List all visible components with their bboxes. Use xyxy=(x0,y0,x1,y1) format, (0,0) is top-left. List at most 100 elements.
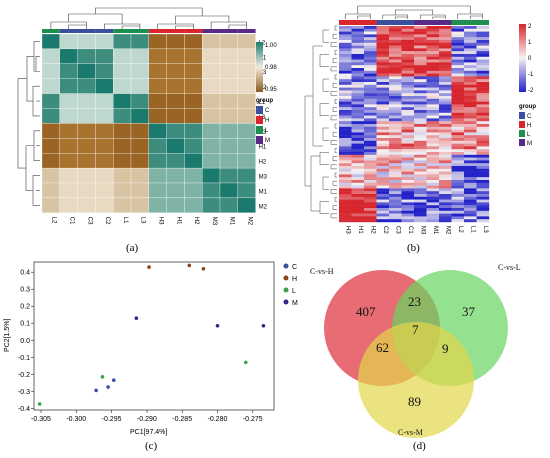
heatmap-cell xyxy=(464,216,477,220)
heatmap-cell xyxy=(426,68,440,71)
heatmap-cell xyxy=(401,96,415,99)
heatmap-cell xyxy=(376,93,390,97)
heatmap-cell xyxy=(376,160,390,164)
heatmap-cell xyxy=(426,149,440,153)
heatmap-cell xyxy=(351,42,365,46)
heatmap-cell xyxy=(426,177,440,181)
heatmap-cell xyxy=(351,216,365,220)
legend-marker xyxy=(283,275,289,281)
heatmap-cell xyxy=(77,78,96,94)
heatmap-cell xyxy=(376,216,390,220)
heatmap-cell xyxy=(339,152,352,155)
heatmap-cell xyxy=(464,118,477,122)
heatmap-cell xyxy=(414,73,427,77)
heatmap-cell xyxy=(439,188,452,192)
heatmap-cell xyxy=(113,33,132,50)
heatmap-cell xyxy=(339,126,352,130)
x-tick-label: -0.275 xyxy=(243,416,263,423)
heatmap-cell xyxy=(351,146,365,150)
heatmap-cell xyxy=(439,124,452,127)
group-bar-segment xyxy=(220,29,238,33)
heatmap-cell xyxy=(351,168,365,172)
heatmap-cell xyxy=(95,138,114,154)
heatmap-cell xyxy=(451,188,465,192)
heatmap-cell xyxy=(219,197,238,213)
heatmap-cell xyxy=(451,40,465,43)
scatter-point-l xyxy=(100,375,105,379)
heatmap-cell xyxy=(376,76,390,80)
heatmap-cell xyxy=(364,132,377,136)
heatmap-cell xyxy=(426,76,440,80)
heatmap-cell xyxy=(148,108,167,124)
heatmap-cell xyxy=(401,154,415,158)
heatmap-cell xyxy=(113,167,132,184)
heatmap-cell xyxy=(451,93,465,97)
heatmap-cell xyxy=(401,112,415,116)
heatmap-cell xyxy=(364,107,377,111)
heatmap-cell xyxy=(439,59,452,63)
heatmap-cell xyxy=(41,197,60,213)
dendrogram-branch xyxy=(68,13,123,24)
heatmap-cell xyxy=(476,199,490,203)
heatmap-cell xyxy=(414,124,427,127)
heatmap-cell xyxy=(426,31,440,35)
heatmap-cell xyxy=(376,174,390,178)
heatmap-cell xyxy=(351,48,365,52)
heatmap-cell xyxy=(476,107,490,111)
heatmap-cell xyxy=(389,98,402,102)
heatmap-cell xyxy=(364,124,377,127)
row-label: M3 xyxy=(259,175,268,181)
heatmap-cell xyxy=(389,96,402,99)
heatmap-cell xyxy=(339,194,352,197)
heatmap-cell xyxy=(451,205,465,209)
heatmap-cell xyxy=(464,87,477,91)
legend-label: M xyxy=(527,141,532,147)
heatmap-cell xyxy=(401,138,415,141)
heatmap-cell xyxy=(414,180,427,183)
heatmap-cell xyxy=(389,76,402,80)
heatmap-cell xyxy=(59,167,78,184)
heatmap-cell xyxy=(439,216,452,220)
heatmap-cell xyxy=(95,78,114,94)
heatmap-cell xyxy=(476,157,490,161)
heatmap-cell xyxy=(464,68,477,71)
heatmap-cell xyxy=(464,210,477,214)
heatmap-cell xyxy=(401,40,415,43)
heatmap-cell xyxy=(339,219,352,223)
heatmap-cell xyxy=(376,98,390,102)
heatmap-cell xyxy=(401,62,415,66)
column-labels: L2 C1 C3 C2 L1 L3 H3 H1 H2 M3 M1 M2 xyxy=(51,217,253,226)
heatmap-cell xyxy=(451,110,465,113)
heatmap-cell xyxy=(364,210,377,214)
heatmap-cell xyxy=(426,154,440,158)
heatmap-cell xyxy=(364,68,377,71)
heatmap-cell xyxy=(376,180,390,183)
heatmap-cell xyxy=(130,182,149,199)
heatmap-cell xyxy=(376,40,390,43)
heatmap-cell xyxy=(401,98,415,102)
legend-label: C xyxy=(527,114,532,120)
column-label: C2 xyxy=(104,217,110,225)
heatmap-cell xyxy=(464,163,477,167)
heatmap-cell xyxy=(476,205,490,209)
scale-tick: -2 xyxy=(528,88,534,94)
heatmap-cell xyxy=(476,45,490,49)
heatmap-cell xyxy=(414,143,427,147)
heatmap-cell xyxy=(364,166,377,169)
scatter-point-c xyxy=(94,388,98,393)
heatmap-cell xyxy=(364,34,377,38)
heatmap-cell xyxy=(451,163,465,167)
heatmap-cell xyxy=(389,104,402,108)
color-scale-bar xyxy=(256,42,263,92)
heatmap-cell xyxy=(401,121,415,125)
y-tick-label: 0.4 xyxy=(20,270,30,277)
heatmap-cell xyxy=(364,194,377,197)
heatmap-cell xyxy=(376,104,390,108)
heatmap-cell xyxy=(439,208,452,211)
heatmap-cell xyxy=(426,171,440,175)
heatmap-cell xyxy=(451,54,465,57)
column-label: L3 xyxy=(140,217,146,224)
heatmap-cell xyxy=(113,63,132,79)
heatmap-cell xyxy=(476,174,490,178)
